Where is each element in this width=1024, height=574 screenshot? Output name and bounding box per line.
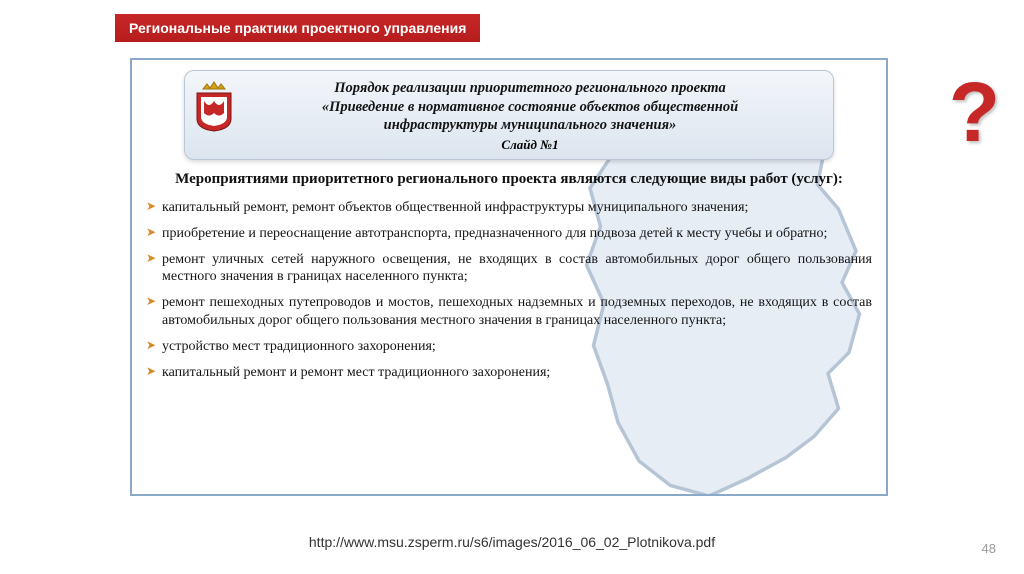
slide-title-line-1: Порядок реализации приоритетного региона… bbox=[239, 79, 821, 98]
slide-subheading: Мероприятиями приоритетного региональног… bbox=[146, 170, 872, 190]
list-item: ремонт пешеходных путепроводов и мостов,… bbox=[146, 294, 872, 328]
bullet-list: капитальный ремонт, ремонт объектов обще… bbox=[132, 199, 886, 381]
slide-title-panel: Порядок реализации приоритетного региона… bbox=[184, 70, 834, 160]
page-number: 48 bbox=[982, 541, 996, 556]
slide-title-line-3: инфраструктуры муниципального значения» bbox=[239, 116, 821, 135]
section-header-text: Региональные практики проектного управле… bbox=[129, 20, 466, 36]
source-url: http://www.msu.zsperm.ru/s6/images/2016_… bbox=[0, 534, 1024, 550]
list-item: капитальный ремонт и ремонт мест традици… bbox=[146, 364, 872, 381]
list-item: приобретение и переоснащение автотранспо… bbox=[146, 225, 872, 242]
slide-title-line-2: «Приведение в нормативное состояние объе… bbox=[239, 98, 821, 117]
embedded-slide: Порядок реализации приоритетного региона… bbox=[130, 58, 888, 496]
region-crest-icon bbox=[193, 79, 235, 133]
list-item: ремонт уличных сетей наружного освещения… bbox=[146, 251, 872, 285]
section-header-bar: Региональные практики проектного управле… bbox=[115, 14, 480, 42]
slide-number-label: Слайд №1 bbox=[239, 137, 821, 153]
list-item: капитальный ремонт, ремонт объектов обще… bbox=[146, 199, 872, 216]
question-mark-icon: ? bbox=[949, 70, 1000, 154]
list-item: устройство мест традиционного захоронени… bbox=[146, 338, 872, 355]
